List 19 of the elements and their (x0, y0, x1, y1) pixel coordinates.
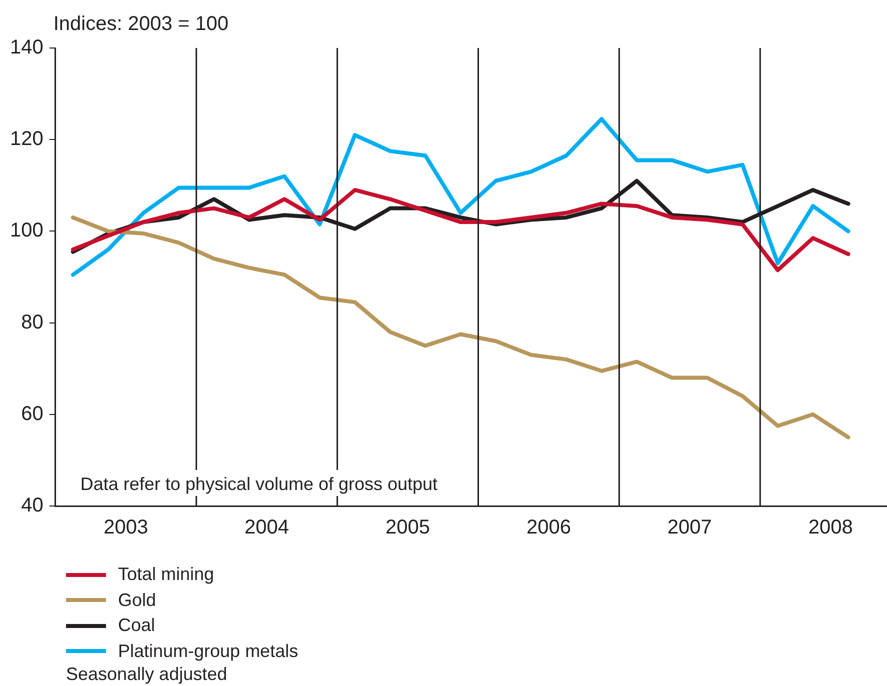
x-tick-label: 2005 (386, 516, 430, 539)
legend-label: Coal (118, 615, 156, 636)
x-tick-label: 2003 (104, 516, 148, 539)
y-tick-label: 100 (10, 220, 44, 242)
x-tick-label: 2006 (526, 516, 571, 539)
y-tick-label: 80 (21, 311, 44, 334)
x-tick-label: 2007 (667, 516, 712, 539)
x-tick-label: 2004 (244, 516, 290, 539)
annotation: Data refer to physical volume of gross output (80, 474, 438, 494)
x-tick-label: 2008 (808, 516, 853, 539)
y-tick-label: 60 (21, 402, 44, 425)
y-tick-label: 140 (10, 36, 44, 59)
legend-label: Total mining (118, 564, 214, 586)
legend-label: Gold (118, 590, 156, 611)
y-tick-label: 40 (21, 494, 44, 517)
text: Seasonally adjusted (66, 664, 228, 685)
y-axis-title: Indices: 2003 = 100 (53, 13, 229, 35)
y-tick-label: 120 (10, 128, 44, 150)
legend-label: Platinum-group metals (118, 640, 298, 662)
